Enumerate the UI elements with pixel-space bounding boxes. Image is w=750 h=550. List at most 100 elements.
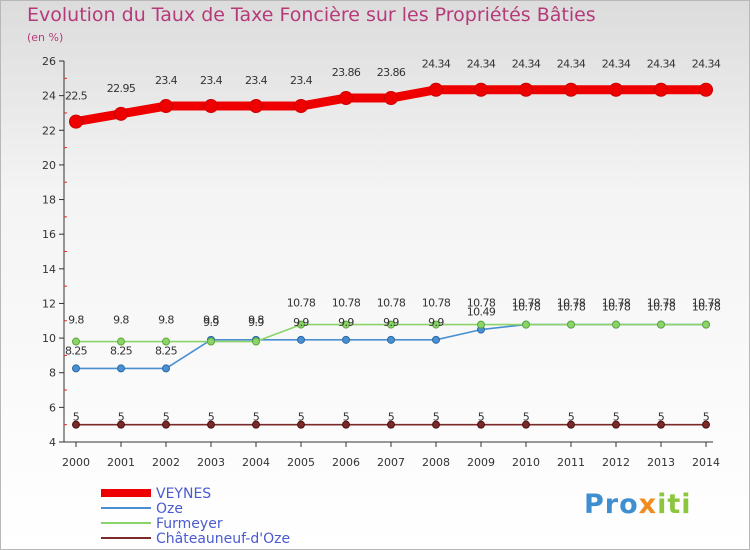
data-point-ch-teauneuf-d-oze (297, 420, 305, 429)
data-point-ch-teauneuf-d-oze (612, 420, 620, 429)
data-label-furmeyer: 9.8 (113, 314, 129, 327)
data-label-furmeyer: 9.8 (158, 314, 174, 327)
data-point-furmeyer (477, 320, 485, 329)
y-tick-label: 18 (42, 194, 56, 207)
data-point-veynes (564, 82, 578, 97)
data-point-oze (297, 335, 305, 344)
x-tick-label: 2009 (467, 456, 495, 469)
data-point-veynes (519, 82, 533, 97)
data-point-furmeyer (702, 320, 710, 329)
data-label-ch-teauneuf-d-oze: 5 (523, 411, 530, 424)
data-label-ch-teauneuf-d-oze: 5 (73, 411, 80, 424)
data-point-furmeyer (297, 320, 305, 329)
data-label-veynes: 23.86 (377, 66, 406, 79)
data-label-furmeyer: 10.78 (467, 297, 496, 310)
data-point-furmeyer (342, 320, 350, 329)
data-label-oze: 9.9 (428, 316, 444, 329)
data-label-veynes: 23.4 (245, 74, 268, 87)
data-point-oze (432, 335, 440, 344)
data-point-veynes (114, 106, 128, 121)
x-tick-label: 2005 (287, 456, 315, 469)
data-label-oze: 10.78 (512, 301, 541, 314)
data-label-oze: 9.9 (383, 316, 399, 329)
y-tick-label: 24 (42, 90, 56, 103)
data-point-ch-teauneuf-d-oze (207, 420, 215, 429)
x-tick-label: 2006 (332, 456, 360, 469)
legend-label-oze: Oze (156, 501, 183, 517)
data-label-ch-teauneuf-d-oze: 5 (298, 411, 305, 424)
data-label-furmeyer: 9.8 (248, 314, 264, 327)
data-label-ch-teauneuf-d-oze: 5 (703, 411, 710, 424)
data-label-ch-teauneuf-d-oze: 5 (388, 411, 395, 424)
data-label-furmeyer: 10.78 (377, 297, 406, 310)
legend-label-veynes: VEYNES (156, 486, 211, 502)
data-point-ch-teauneuf-d-oze (477, 420, 485, 429)
data-point-ch-teauneuf-d-oze (342, 420, 350, 429)
data-label-veynes: 22.5 (65, 90, 88, 103)
data-point-ch-teauneuf-d-oze (162, 420, 170, 429)
data-point-oze (342, 335, 350, 344)
data-point-ch-teauneuf-d-oze (657, 420, 665, 429)
data-point-ch-teauneuf-d-oze (387, 420, 395, 429)
data-point-ch-teauneuf-d-oze (432, 420, 440, 429)
data-label-veynes: 23.4 (290, 74, 313, 87)
data-label-ch-teauneuf-d-oze: 5 (613, 411, 620, 424)
data-point-ch-teauneuf-d-oze (522, 420, 530, 429)
legend-label-ch-teauneuf-d-oze: Châteauneuf-d'Oze (156, 531, 290, 547)
data-label-ch-teauneuf-d-oze: 5 (163, 411, 170, 424)
x-tick-label: 2010 (512, 456, 540, 469)
data-point-oze (72, 364, 80, 373)
data-point-veynes (204, 99, 218, 114)
data-label-veynes: 24.34 (467, 58, 496, 71)
data-label-ch-teauneuf-d-oze: 5 (658, 411, 665, 424)
data-label-oze: 9.9 (338, 316, 354, 329)
data-point-oze (387, 335, 395, 344)
data-label-oze: 10.78 (557, 301, 586, 314)
data-label-ch-teauneuf-d-oze: 5 (433, 411, 440, 424)
x-tick-label: 2007 (377, 456, 405, 469)
proxiti-logo: Proxiti (584, 489, 692, 520)
data-label-veynes: 24.34 (647, 58, 676, 71)
data-point-ch-teauneuf-d-oze (252, 420, 260, 429)
data-point-veynes (654, 82, 668, 97)
data-label-veynes: 22.95 (107, 82, 136, 95)
data-point-furmeyer (567, 320, 575, 329)
data-label-ch-teauneuf-d-oze: 5 (208, 411, 215, 424)
data-label-oze: 10.78 (692, 301, 721, 314)
x-tick-label: 2000 (62, 456, 90, 469)
data-label-veynes: 24.34 (512, 58, 541, 71)
data-point-furmeyer (432, 320, 440, 329)
y-tick-label: 22 (42, 124, 56, 137)
data-point-veynes (699, 82, 713, 97)
y-tick-label: 16 (42, 228, 56, 241)
legend-label-furmeyer: Furmeyer (156, 516, 223, 532)
data-label-oze: 8.25 (110, 344, 133, 357)
y-tick-label: 20 (42, 159, 56, 172)
data-point-furmeyer (207, 337, 215, 346)
data-point-furmeyer (252, 337, 260, 346)
data-point-ch-teauneuf-d-oze (702, 420, 710, 429)
data-label-furmeyer: 10.78 (602, 297, 631, 310)
data-label-veynes: 23.86 (332, 66, 361, 79)
data-point-oze (162, 364, 170, 373)
data-label-ch-teauneuf-d-oze: 5 (568, 411, 575, 424)
data-label-ch-teauneuf-d-oze: 5 (343, 411, 350, 424)
data-point-furmeyer (162, 337, 170, 346)
y-tick-label: 6 (49, 401, 56, 414)
data-point-veynes (339, 91, 353, 106)
data-label-ch-teauneuf-d-oze: 5 (478, 411, 485, 424)
data-label-veynes: 24.34 (602, 58, 631, 71)
x-tick-label: 2014 (692, 456, 720, 469)
x-tick-label: 2013 (647, 456, 675, 469)
data-point-veynes (69, 114, 83, 129)
x-tick-label: 2004 (242, 456, 270, 469)
data-point-veynes (429, 82, 443, 97)
data-point-furmeyer (522, 320, 530, 329)
y-tick-label: 12 (42, 297, 56, 310)
y-tick-label: 14 (42, 263, 56, 276)
data-label-furmeyer: 10.78 (422, 297, 451, 310)
x-tick-label: 2008 (422, 456, 450, 469)
data-point-furmeyer (657, 320, 665, 329)
